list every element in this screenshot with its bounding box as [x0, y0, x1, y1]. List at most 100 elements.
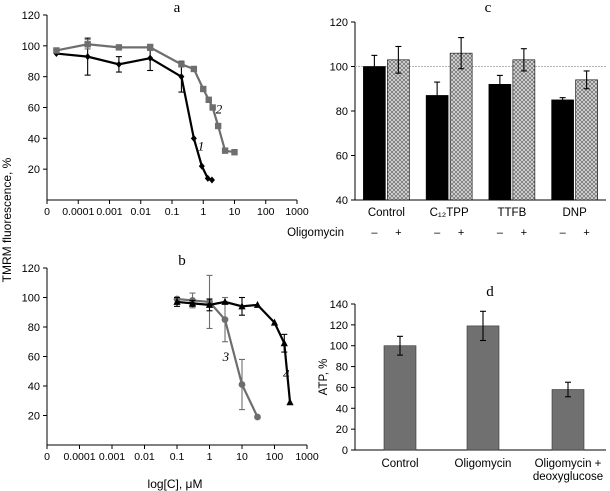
x-tick-label: 0.001: [99, 451, 125, 463]
bar-with-oligomycin: [512, 59, 536, 201]
data-point-4: [173, 297, 181, 305]
x-tick-label: 10: [229, 206, 241, 218]
panel-b: b 20 40 60 80 100 120 0 0.0001 0.001 0.01 0.1 1 10 100…: [22, 253, 319, 463]
bar: [551, 389, 585, 451]
oligomycin-row-label: Oligomycin: [287, 227, 344, 239]
data-point-3: [221, 316, 229, 324]
x-tick-label: 1: [207, 451, 213, 463]
data-point-3: [254, 413, 261, 421]
y-tick-label: 60: [28, 352, 40, 364]
y-tick-label: 80: [336, 106, 348, 118]
bar-without-oligomycin: [425, 95, 449, 201]
data-point-2: [190, 65, 198, 73]
bar-without-oligomycin: [551, 99, 574, 201]
data-point-4: [188, 299, 197, 307]
y-tick-label: 140: [330, 299, 348, 311]
data-point-4: [221, 297, 229, 305]
data-point-1: [190, 134, 197, 142]
data-point-4: [286, 398, 294, 406]
data-point-2: [53, 47, 60, 54]
data-point-1: [208, 176, 215, 184]
category-label: Control: [368, 207, 405, 219]
curve-label-2: 2: [216, 102, 223, 117]
x-tick-label: 100: [257, 206, 275, 218]
panel-d: d 0 20 40 60 80 100 120 140 ATP, % Control Oligomyc…: [318, 284, 606, 483]
oligomycin-sign: –: [371, 227, 378, 239]
y-tick-label: 100: [22, 41, 40, 53]
data-point-2: [221, 147, 229, 154]
panel-label-c: c: [485, 0, 492, 16]
y-tick-label: 120: [330, 17, 348, 29]
data-point-2: [205, 96, 212, 103]
y-tick-label: 100: [22, 293, 40, 305]
data-point-1: [147, 54, 154, 62]
category-label: deoxyglucose: [533, 471, 603, 483]
category-label: Oligomycin: [455, 458, 512, 470]
data-point-2: [209, 104, 216, 111]
bar: [466, 325, 500, 451]
x-tick-label: 0: [44, 451, 50, 463]
y-tick-label: 120: [330, 320, 348, 332]
bar: [383, 345, 417, 451]
panel-c: c 40 60 80 100 120 – + Control – + C₁₂TPP – + TTFB – + DN…: [287, 0, 606, 239]
y-tick-label: 40: [336, 403, 348, 415]
category-label: Oligomycin +: [535, 458, 602, 470]
y-tick-label: 20: [336, 424, 348, 436]
panel-label-b: b: [178, 253, 186, 269]
y-tick-label: 60: [336, 151, 348, 163]
data-point-1: [178, 73, 185, 81]
curve-label-3: 3: [222, 349, 230, 364]
y-tick-label: 60: [336, 382, 348, 394]
y-tick-label: 100: [330, 341, 348, 353]
curve-label-4: 4: [283, 367, 290, 382]
y-tick-label: 0: [342, 445, 348, 457]
data-point-2: [115, 44, 123, 51]
data-point-1: [84, 53, 91, 61]
x-tick-label: 0.01: [131, 206, 152, 218]
category-label: C₁₂TPP: [430, 207, 469, 219]
data-point-2: [200, 85, 207, 93]
y-tick-label: 20: [28, 164, 40, 176]
category-label: Control: [381, 458, 418, 470]
data-point-3: [238, 381, 246, 388]
data-point-2: [84, 41, 91, 48]
y-axis-label-atp: ATP, %: [318, 359, 330, 396]
y-tick-label: 80: [336, 362, 348, 374]
category-label: TTFB: [498, 207, 527, 219]
oligomycin-sign: +: [583, 227, 589, 239]
x-tick-label: 1000: [285, 206, 309, 218]
shared-y-axis-label: TMRM fluorescence, %: [0, 157, 14, 282]
x-tick-label: 0.1: [165, 206, 180, 218]
data-point-4: [238, 302, 246, 310]
data-point-2: [146, 44, 154, 51]
y-tick-label: 120: [22, 10, 40, 22]
y-tick-label: 40: [336, 195, 348, 207]
bar-with-oligomycin: [449, 52, 473, 201]
data-point-4: [270, 318, 279, 326]
oligomycin-sign: +: [521, 227, 527, 239]
x-tick-label: 0.01: [134, 451, 155, 463]
y-tick-label: 40: [28, 133, 40, 145]
x-tick-label: 0.1: [170, 451, 185, 463]
bar-with-oligomycin: [387, 59, 410, 201]
oligomycin-sign: –: [560, 227, 567, 239]
oligomycin-sign: +: [458, 227, 464, 239]
panel-label-d: d: [486, 284, 494, 300]
series-line-3: [176, 297, 259, 418]
y-tick-label: 80: [28, 72, 40, 84]
x-tick-label: 1: [200, 206, 206, 218]
curve-label-1: 1: [198, 139, 205, 154]
y-tick-label: 100: [330, 62, 348, 74]
oligomycin-sign: –: [497, 227, 504, 239]
y-tick-label: 20: [28, 411, 40, 423]
oligomycin-sign: +: [395, 227, 401, 239]
y-tick-label: 60: [28, 103, 40, 115]
x-tick-label: 100: [266, 451, 284, 463]
data-point-2: [178, 61, 185, 68]
data-point-4: [253, 300, 262, 308]
x-tick-label: 0: [44, 206, 50, 218]
data-point-1: [198, 162, 205, 170]
x-tick-label: 0.001: [96, 206, 122, 218]
x-tick-label: 0.0001: [62, 206, 94, 218]
